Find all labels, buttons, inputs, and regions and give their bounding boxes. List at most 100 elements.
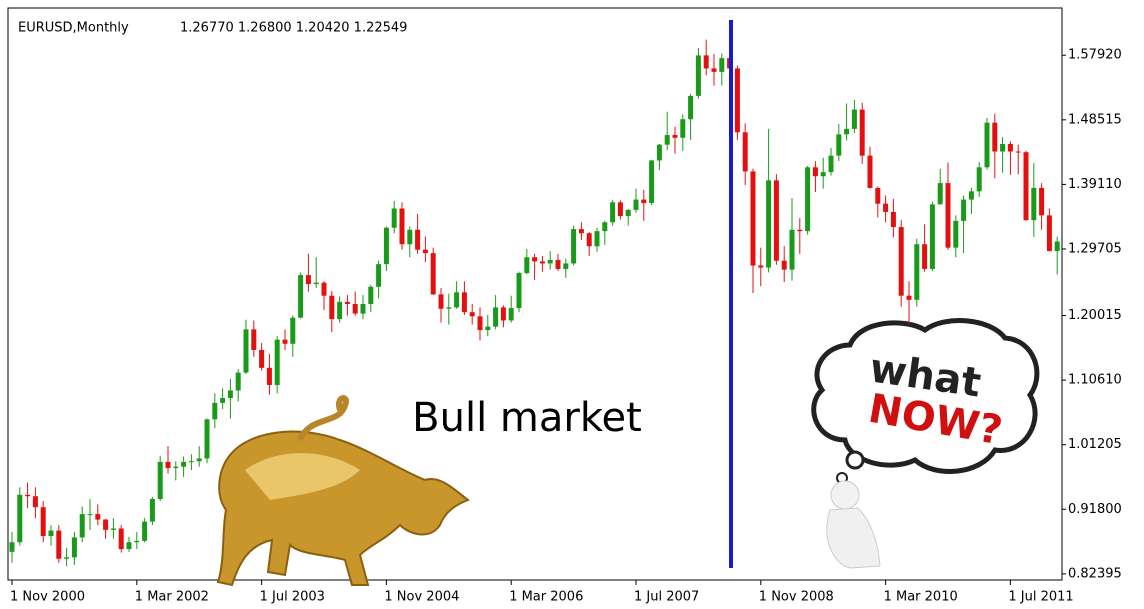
candle-body: [25, 495, 30, 496]
candle-body: [337, 302, 342, 319]
candle-body: [641, 200, 646, 203]
candle-body: [384, 228, 389, 264]
candle-body: [587, 233, 592, 246]
candle-body: [961, 200, 966, 221]
candle-body: [80, 514, 85, 537]
candle-body: [563, 263, 568, 268]
candle-body: [782, 261, 787, 270]
candle-body: [907, 296, 912, 300]
candle-body: [1055, 241, 1060, 251]
candle-body: [228, 390, 233, 398]
candle-body: [103, 520, 108, 530]
candle-body: [665, 135, 670, 145]
candle-body: [1039, 188, 1044, 215]
candle-body: [860, 110, 865, 156]
candle-body: [524, 257, 529, 273]
candle-body: [634, 200, 639, 210]
candle-body: [493, 307, 498, 326]
candle-body: [930, 204, 935, 269]
candle-body: [462, 292, 467, 312]
candle-body: [134, 541, 139, 542]
candle-body: [673, 135, 678, 138]
y-tick-label: 1.10610: [1068, 373, 1122, 388]
candle-body: [548, 260, 553, 263]
candle-body: [158, 462, 163, 499]
candle-body: [579, 229, 584, 233]
candle-body: [719, 58, 724, 72]
candle-body: [220, 398, 225, 403]
candle-body: [251, 329, 256, 350]
x-tick-label: 1 Mar 2010: [884, 590, 958, 605]
candle-body: [267, 368, 272, 385]
candle-body: [485, 327, 490, 330]
candle-body: [1047, 215, 1052, 251]
candle-body: [415, 230, 420, 250]
candle-body: [852, 110, 857, 129]
candle-body: [751, 171, 756, 265]
plot-frame: [8, 8, 1062, 580]
candle-body: [899, 227, 904, 296]
candle-body: [1016, 152, 1021, 153]
candle-body: [704, 55, 709, 68]
candle-body: [119, 528, 124, 549]
y-tick-label: 1.20015: [1068, 308, 1122, 323]
candle-body: [49, 531, 54, 536]
candle-body: [649, 160, 654, 203]
y-tick-label: 1.01205: [1068, 437, 1122, 452]
chart: EURUSD,Monthly 1.26770 1.26800 1.20420 1…: [0, 0, 1144, 605]
candle-body: [361, 304, 366, 314]
y-tick-label: 0.91800: [1068, 502, 1122, 517]
candle-body: [306, 275, 311, 284]
candle-body: [875, 188, 880, 204]
candle-body: [439, 294, 444, 308]
candle-body: [41, 507, 46, 536]
candle-body: [127, 542, 132, 549]
candle-body: [1000, 144, 1005, 152]
candle-body: [1031, 188, 1036, 220]
candle-body: [1024, 152, 1029, 220]
candle-body: [602, 222, 607, 231]
candle-body: [142, 522, 147, 541]
chart-title: EURUSD,Monthly: [18, 21, 129, 36]
candle-body: [735, 68, 740, 132]
candle-body: [774, 180, 779, 260]
candle-body: [556, 260, 561, 269]
candle-body: [197, 458, 202, 461]
candle-body: [111, 528, 116, 529]
candle-body: [517, 273, 522, 308]
y-tick-label: 1.57920: [1068, 48, 1122, 63]
candle-body: [790, 230, 795, 270]
candle-body: [88, 514, 93, 515]
candle-body: [10, 542, 15, 552]
candle-body: [345, 302, 350, 304]
candle-body: [891, 212, 896, 227]
candle-body: [56, 531, 61, 559]
candle-body: [470, 312, 475, 316]
candle-body: [509, 308, 514, 320]
candle-body: [595, 231, 600, 246]
candle-body: [829, 156, 834, 172]
candle-body: [72, 537, 77, 557]
candle-body: [376, 264, 381, 287]
candle-body: [259, 350, 264, 368]
candle-body: [95, 514, 100, 519]
candle-body: [821, 172, 826, 176]
candle-body: [423, 250, 428, 253]
candle-body: [275, 340, 280, 385]
candle-body: [322, 283, 327, 296]
candle-body: [329, 296, 334, 319]
x-tick-label: 1 Jul 2011: [1008, 590, 1073, 605]
candle-body: [571, 229, 576, 263]
candle-body: [938, 183, 943, 204]
ohlc-info: 1.26770 1.26800 1.20420 1.22549: [180, 21, 407, 36]
candle-body: [298, 275, 303, 318]
candle-body: [805, 167, 810, 231]
candle-body: [290, 318, 295, 344]
y-tick-label: 1.29705: [1068, 241, 1122, 256]
candle-body: [181, 462, 186, 467]
candle-body: [946, 183, 951, 248]
candle-body: [407, 230, 412, 244]
candle-body: [368, 287, 373, 304]
x-tick-label: 1 Jul 2007: [634, 590, 699, 605]
candle-body: [883, 204, 888, 212]
